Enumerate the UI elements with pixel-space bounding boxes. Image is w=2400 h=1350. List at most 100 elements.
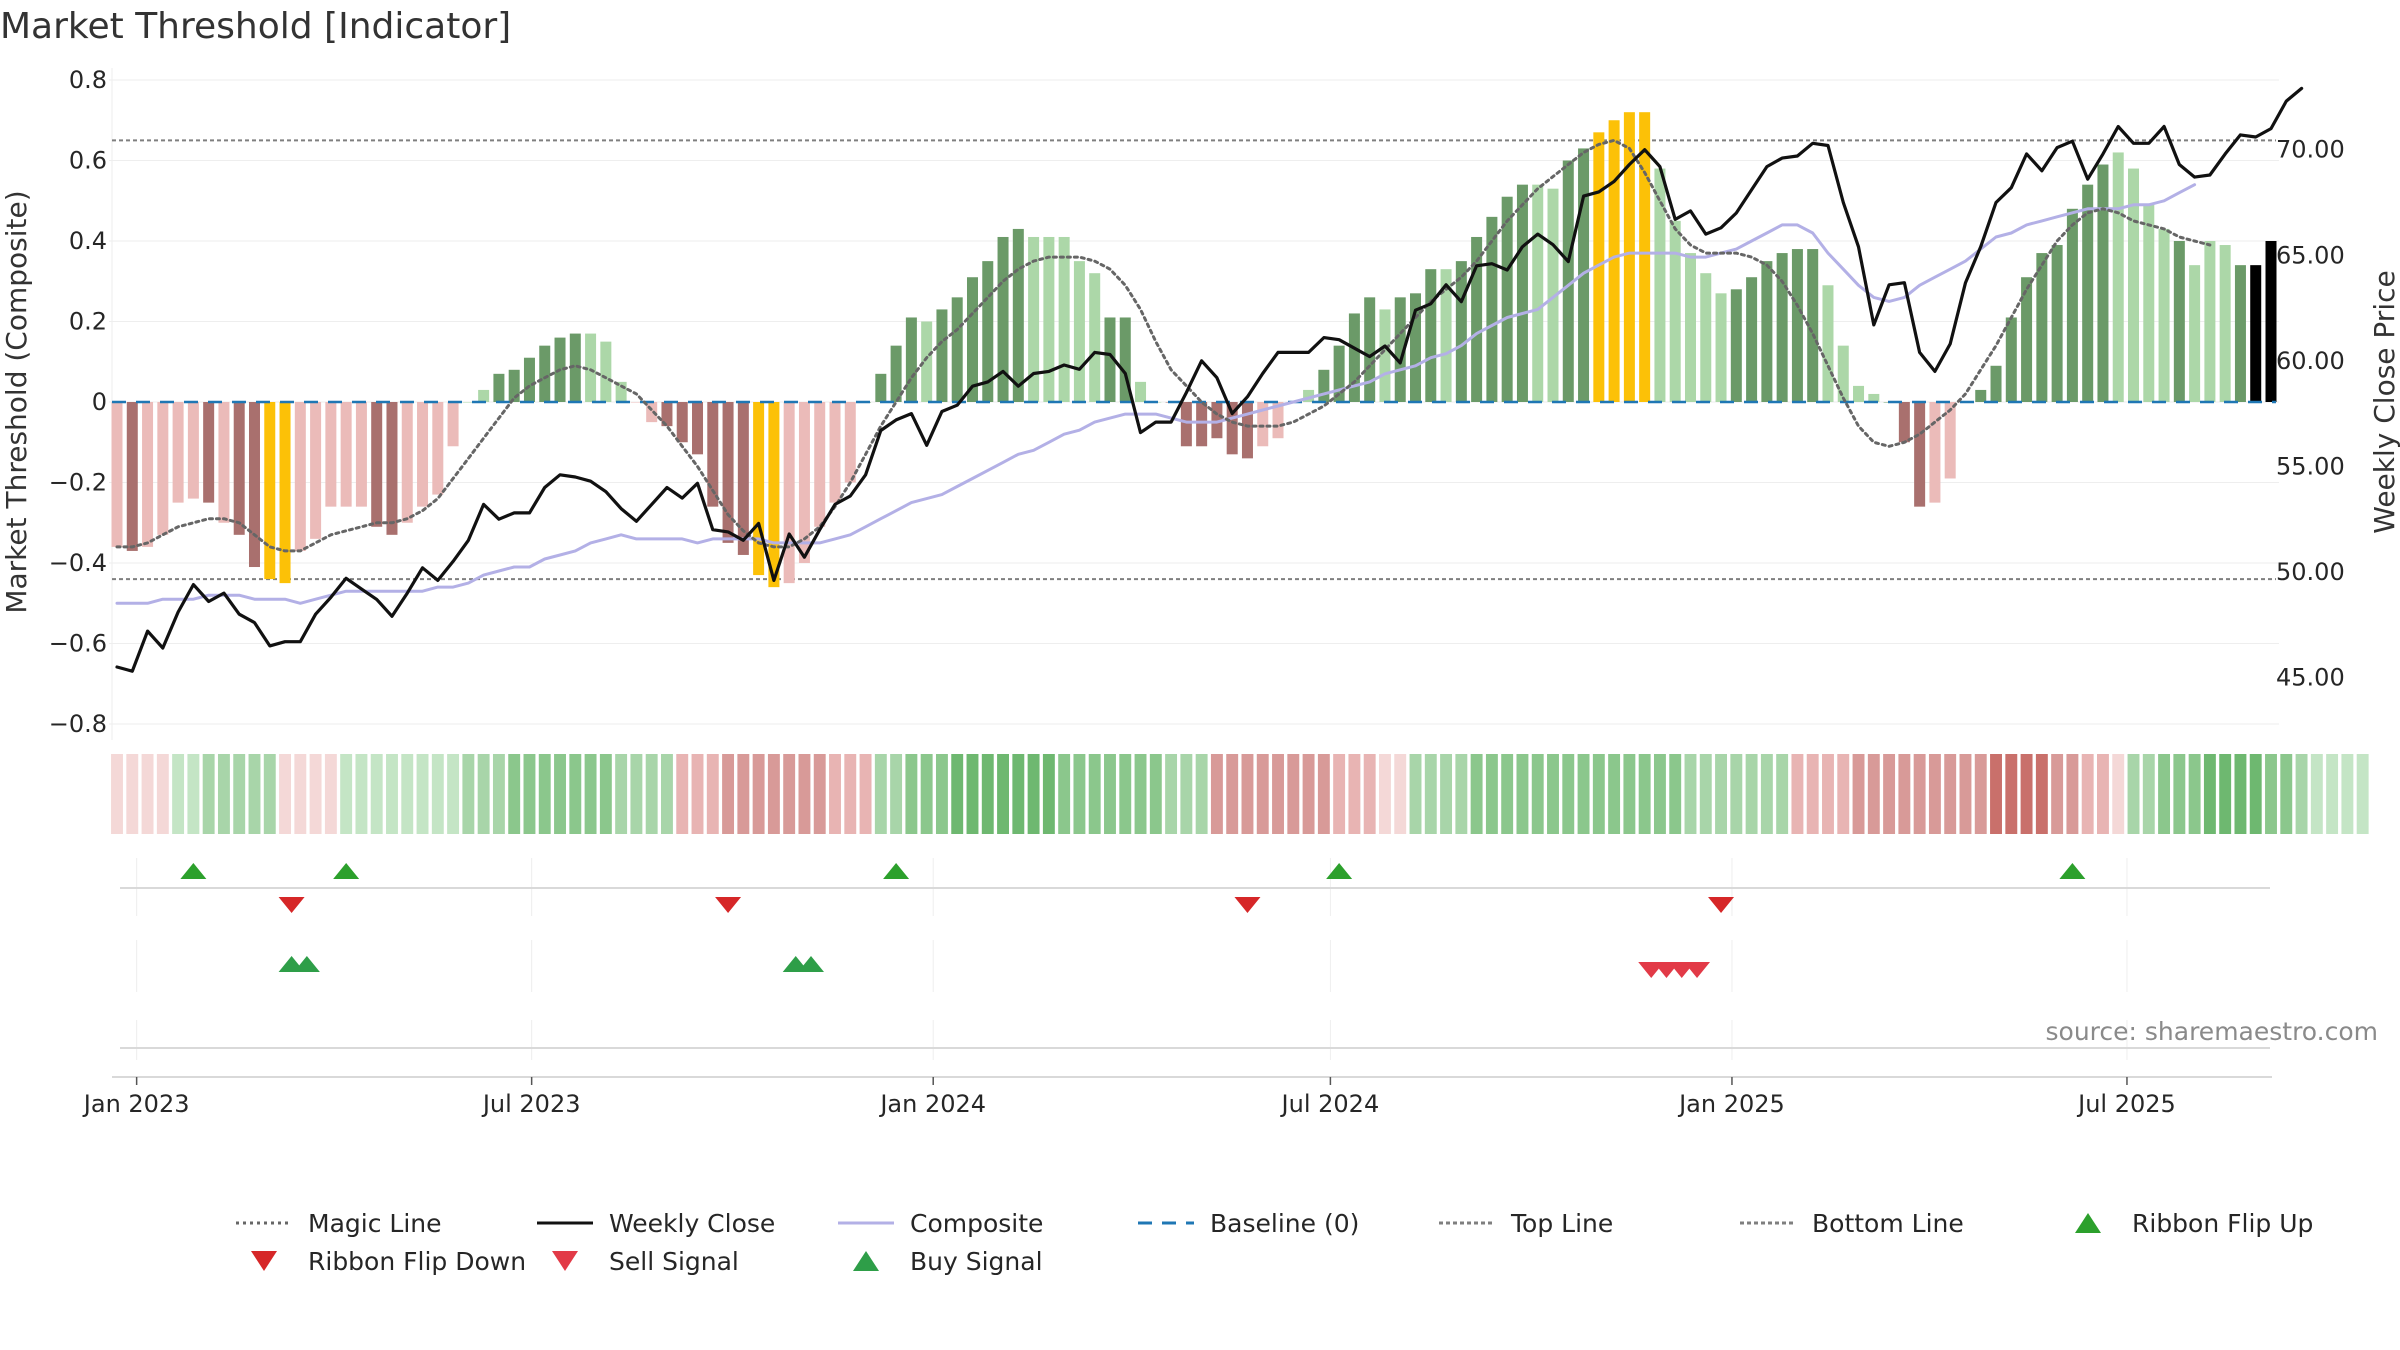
bar bbox=[1761, 261, 1773, 402]
bar bbox=[1990, 365, 2002, 402]
y-tick-label: 0.6 bbox=[69, 147, 107, 175]
ribbon-cell bbox=[752, 754, 765, 834]
bar bbox=[1562, 160, 1574, 402]
ribbon-cell bbox=[1699, 754, 1712, 834]
ribbon-cell bbox=[508, 754, 521, 834]
bar bbox=[1593, 132, 1605, 402]
ribbon bbox=[111, 754, 2369, 834]
legend-item: Composite bbox=[838, 1209, 1043, 1238]
legend-label: Sell Signal bbox=[609, 1247, 739, 1276]
ribbon-cell bbox=[263, 754, 276, 834]
bar bbox=[432, 402, 444, 495]
weekly-close-line bbox=[115, 86, 2304, 673]
ribbon-cell bbox=[1119, 754, 1132, 834]
bar bbox=[2066, 208, 2078, 402]
bar bbox=[600, 341, 612, 402]
bar bbox=[1975, 389, 1987, 402]
bar bbox=[615, 381, 627, 402]
bar bbox=[783, 402, 795, 584]
bar bbox=[1608, 120, 1620, 402]
bar bbox=[1364, 297, 1376, 402]
ribbon-cell bbox=[202, 754, 215, 834]
bar bbox=[2051, 245, 2063, 402]
bar bbox=[264, 402, 276, 580]
bar bbox=[478, 389, 490, 402]
legend-label: Magic Line bbox=[308, 1209, 442, 1238]
y2-tick-label: 50.00 bbox=[2276, 558, 2345, 586]
y-tick-label: −0.6 bbox=[49, 630, 107, 658]
bar bbox=[157, 402, 169, 535]
y-tick-label: 0.2 bbox=[69, 308, 107, 336]
bar bbox=[1089, 273, 1101, 402]
ribbon-cell bbox=[523, 754, 536, 834]
ribbon-flip-down-marker bbox=[1234, 897, 1261, 913]
legend-item: Weekly Close bbox=[537, 1209, 775, 1238]
ribbon-cell bbox=[294, 754, 307, 834]
x-tick-label: Jul 2023 bbox=[481, 1090, 581, 1118]
ribbon-cell bbox=[981, 754, 994, 834]
legend-item: Bottom Line bbox=[1740, 1209, 1964, 1238]
bar bbox=[172, 402, 184, 503]
buy-signal-marker bbox=[293, 956, 320, 972]
bar bbox=[447, 402, 459, 447]
bar bbox=[982, 261, 994, 402]
ribbon-cell bbox=[1592, 754, 1605, 834]
bar bbox=[829, 402, 841, 503]
bars bbox=[111, 112, 2277, 588]
bar bbox=[1303, 389, 1315, 402]
ribbon-cell bbox=[1531, 754, 1544, 834]
ribbon-cell bbox=[1837, 754, 1850, 834]
ribbon-cell bbox=[172, 754, 185, 834]
bar bbox=[386, 402, 398, 535]
ribbon-cell bbox=[492, 754, 505, 834]
ribbon-cell bbox=[1272, 754, 1284, 834]
legend-label: Top Line bbox=[1510, 1209, 1613, 1238]
bar bbox=[1043, 236, 1055, 402]
y2-ticks: 70.00 65.00 60.00 55.00 50.00 45.00 bbox=[2276, 136, 2345, 692]
ribbon-cell bbox=[1058, 754, 1071, 834]
ribbon-cell bbox=[1776, 754, 1789, 834]
bar bbox=[1654, 168, 1666, 402]
ribbon-cell bbox=[324, 754, 337, 834]
ribbon-cell bbox=[1104, 754, 1116, 834]
bar bbox=[355, 402, 367, 507]
bar bbox=[126, 402, 138, 551]
source-note: source: sharemaestro.com bbox=[2046, 1017, 2379, 1046]
ribbon-cell bbox=[2203, 754, 2216, 834]
bar bbox=[1578, 148, 1590, 402]
ribbon-cell bbox=[1134, 754, 1147, 834]
bar bbox=[753, 402, 765, 576]
ribbon-flip-up-marker bbox=[180, 863, 207, 879]
bar bbox=[2021, 277, 2033, 402]
bar bbox=[1104, 317, 1116, 402]
bar bbox=[417, 402, 429, 507]
y2-tick-label: 55.00 bbox=[2276, 452, 2345, 480]
bar bbox=[1211, 402, 1223, 439]
bar bbox=[2143, 204, 2155, 402]
bar bbox=[2204, 241, 2216, 402]
ribbon-cell bbox=[554, 754, 566, 834]
ribbon-cell bbox=[1149, 754, 1162, 834]
ribbon-cell bbox=[2310, 754, 2323, 834]
ribbon-cell bbox=[783, 754, 796, 834]
ribbon-cell bbox=[966, 754, 979, 834]
ribbon-cell bbox=[1608, 754, 1621, 834]
bar bbox=[1532, 184, 1544, 402]
bar bbox=[1822, 285, 1834, 402]
ribbon-cell bbox=[1226, 754, 1239, 834]
buy-signal-marker bbox=[797, 956, 824, 972]
ribbon-cell bbox=[187, 754, 200, 834]
series-lines bbox=[115, 86, 2304, 673]
bar bbox=[630, 402, 642, 403]
bar bbox=[1471, 236, 1483, 402]
bar bbox=[2128, 168, 2140, 402]
reference-lines bbox=[112, 139, 2276, 581]
ribbon-cell bbox=[111, 754, 123, 834]
ribbon-cell bbox=[2234, 754, 2247, 834]
legend-label: Bottom Line bbox=[1812, 1209, 1964, 1238]
bar bbox=[1700, 273, 1712, 402]
legend-label: Baseline (0) bbox=[1210, 1209, 1359, 1238]
ribbon-cell bbox=[355, 754, 368, 834]
ribbon-cell bbox=[1302, 754, 1315, 834]
ribbon-flip-up-marker bbox=[1326, 863, 1353, 879]
